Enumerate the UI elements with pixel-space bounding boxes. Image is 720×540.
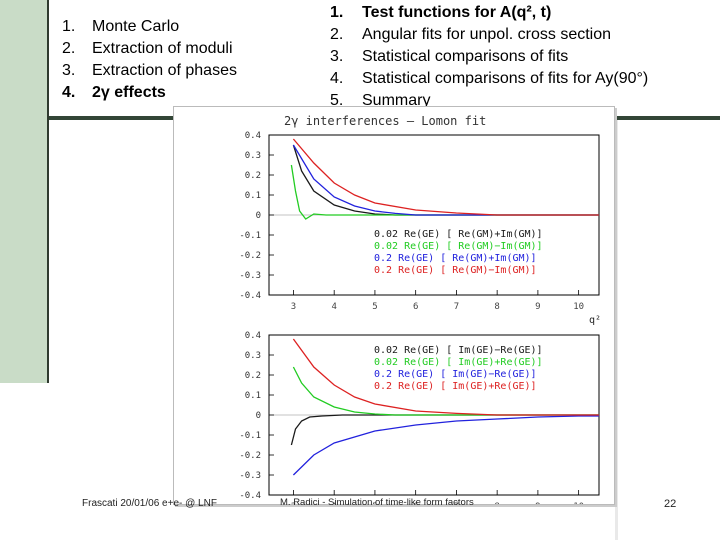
legend-entry: 0.2 Re(GE) [ Re(GM)−Im(GM)] <box>374 265 537 276</box>
left-topic-list: 1. Monte Carlo 2. Extraction of moduli 3… <box>62 16 282 104</box>
list-number: 4. <box>330 70 344 87</box>
left-list-item: 3. Extraction of phases <box>62 60 282 82</box>
list-text: Extraction of phases <box>92 62 237 79</box>
list-number: 4. <box>62 84 76 101</box>
x-tick-label: 10 <box>573 302 584 312</box>
legend-entry: 0.2 Re(GE) [ Re(GM)+Im(GM)] <box>374 253 537 264</box>
left-accent-bar <box>0 0 47 383</box>
x-tick-label: 7 <box>454 502 459 504</box>
list-number: 3. <box>330 48 344 65</box>
y-tick-label: 0 <box>256 211 261 221</box>
list-text: 2γ effects <box>92 84 166 101</box>
y-tick-label: -0.2 <box>239 451 261 461</box>
x-tick-label: 6 <box>413 302 418 312</box>
x-tick-label: 3 <box>291 302 296 312</box>
x-tick-label: 4 <box>331 502 336 504</box>
x-tick-label: 5 <box>372 302 377 312</box>
list-text: Summary <box>362 92 431 109</box>
right-list-item: 5. Summary <box>330 90 720 112</box>
y-tick-label: -0.2 <box>239 251 261 261</box>
page-number: 22 <box>664 498 677 510</box>
footer-author: M. Radici - Simulation of time-like form… <box>280 497 474 508</box>
y-tick-label: -0.4 <box>239 291 261 301</box>
y-tick-label: 0 <box>256 411 261 421</box>
series-line-4 <box>292 138 599 216</box>
left-accent-line <box>47 0 49 383</box>
y-tick-label: -0.1 <box>239 231 261 241</box>
legend-entry: 0.02 Re(GE) [ Im(GE)−Re(GE)] <box>374 345 543 356</box>
right-divider <box>615 120 618 540</box>
list-number: 3. <box>62 62 76 79</box>
list-number: 5. <box>330 92 344 109</box>
x-tick-label: 7 <box>454 302 459 312</box>
y-tick-label: -0.4 <box>239 491 261 501</box>
x-tick-label: 10 <box>573 502 584 504</box>
x-axis-label: q² <box>589 315 601 326</box>
list-text: Extraction of moduli <box>92 40 233 57</box>
series-line-2 <box>290 164 599 220</box>
series-line-4 <box>292 338 599 416</box>
list-text: Statistical comparisons of fits for Ay(9… <box>362 70 649 87</box>
right-topic-list: 1. Test functions for A(q², t) 2. Angula… <box>330 2 720 112</box>
y-tick-label: 0.3 <box>245 151 261 161</box>
right-list-item: 1. Test functions for A(q², t) <box>330 2 720 24</box>
x-tick-label: 9 <box>535 502 540 504</box>
x-tick-label: 5 <box>372 502 377 504</box>
left-list-item: 4. 2γ effects <box>62 82 282 104</box>
list-number: 1. <box>330 4 344 21</box>
x-tick-label: 8 <box>494 302 499 312</box>
list-text: Statistical comparisons of fits <box>362 48 569 65</box>
y-tick-label: -0.3 <box>239 471 261 481</box>
x-tick-label: 3 <box>291 502 296 504</box>
x-tick-label: 6 <box>413 502 418 504</box>
chart-title: 2γ interferences — Lomon fit <box>284 114 486 128</box>
plot-svg: 0.4 0.3 0.2 0.1 0 -0.1 -0.2 -0.3 -0.4 3 4 5 6 7 8 9 10 q²… <box>239 114 601 504</box>
y-tick-label: 0.2 <box>245 171 261 181</box>
legend-entry: 0.02 Re(GE) [ Im(GE)+Re(GE)] <box>374 357 543 368</box>
x-tick-label: 8 <box>494 502 499 504</box>
list-number: 2. <box>330 26 344 43</box>
series-line-1 <box>290 414 599 446</box>
list-number: 1. <box>62 18 76 35</box>
plot-figure: 0.4 0.3 0.2 0.1 0 -0.1 -0.2 -0.3 -0.4 3 4 5 6 7 8 9 10 q²… <box>173 106 615 505</box>
x-tick-label: 4 <box>331 302 336 312</box>
y-tick-label: 0.3 <box>245 351 261 361</box>
legend-entry: 0.02 Re(GE) [ Re(GM)−Im(GM)] <box>374 241 543 252</box>
x-tick-label: 9 <box>535 302 540 312</box>
list-text: Test functions for A(q², t) <box>362 4 552 21</box>
y-tick-label: -0.1 <box>239 431 261 441</box>
series-line-3 <box>292 144 599 216</box>
y-tick-label: 0.4 <box>245 131 261 141</box>
y-tick-label: 0.1 <box>245 191 261 201</box>
list-text: Angular fits for unpol. cross section <box>362 26 612 43</box>
right-list-item: 3. Statistical comparisons of fits <box>330 46 720 68</box>
footer-event: Frascati 20/01/06 e+e- @ LNF <box>82 498 217 509</box>
series-line-2 <box>292 366 599 416</box>
y-tick-label: -0.3 <box>239 271 261 281</box>
y-tick-label: 0.2 <box>245 371 261 381</box>
series-line-3 <box>292 415 599 476</box>
left-list-item: 1. Monte Carlo <box>62 16 282 38</box>
list-number: 2. <box>62 40 76 57</box>
y-tick-label: 0.4 <box>245 331 261 341</box>
series-line-1 <box>292 144 599 216</box>
list-text: Monte Carlo <box>92 18 180 35</box>
legend-entry: 0.2 Re(GE) [ Im(GE)+Re(GE)] <box>374 381 537 392</box>
left-list-item: 2. Extraction of moduli <box>62 38 282 60</box>
y-tick-label: 0.1 <box>245 391 261 401</box>
legend-entry: 0.2 Re(GE) [ Im(GE)−Re(GE)] <box>374 369 537 380</box>
right-list-item: 2. Angular fits for unpol. cross section <box>330 24 720 46</box>
legend-entry: 0.02 Re(GE) [ Re(GM)+Im(GM)] <box>374 229 543 240</box>
right-list-item: 4. Statistical comparisons of fits for A… <box>330 68 720 90</box>
